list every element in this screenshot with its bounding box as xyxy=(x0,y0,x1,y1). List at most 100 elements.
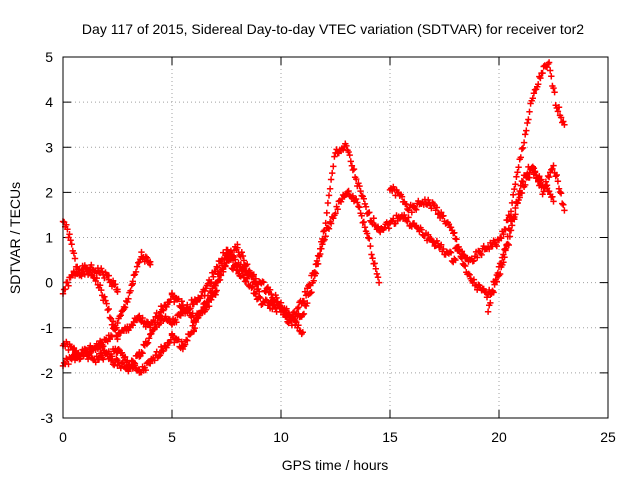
data-point xyxy=(66,231,73,238)
data-point xyxy=(106,314,114,321)
data-point xyxy=(451,255,458,262)
data-point xyxy=(322,219,329,227)
data-point xyxy=(299,311,306,318)
data-point xyxy=(458,248,466,255)
data-point xyxy=(100,356,107,363)
x-tick-label: 15 xyxy=(382,429,398,445)
data-point xyxy=(87,349,94,357)
data-point xyxy=(96,282,104,289)
data-point xyxy=(530,90,538,97)
data-point xyxy=(374,274,382,281)
data-point xyxy=(344,188,351,196)
data-point xyxy=(126,365,133,372)
data-point xyxy=(498,235,505,242)
data-point xyxy=(560,118,567,125)
data-point xyxy=(548,73,555,80)
data-point xyxy=(139,314,146,322)
data-point xyxy=(369,255,376,262)
data-point xyxy=(216,276,224,284)
data-point xyxy=(524,119,531,127)
data-point xyxy=(319,235,326,243)
data-point xyxy=(329,169,336,177)
data-point xyxy=(184,337,191,344)
data-point xyxy=(455,243,462,251)
data-point xyxy=(512,181,519,188)
data-point xyxy=(258,301,265,308)
data-point xyxy=(372,265,379,272)
data-point xyxy=(550,198,557,205)
data-point xyxy=(108,356,116,364)
data-point xyxy=(500,230,507,238)
data-point xyxy=(178,298,185,305)
data-point xyxy=(301,288,309,295)
data-point xyxy=(330,215,337,222)
data-point xyxy=(470,276,478,283)
data-point xyxy=(544,172,552,180)
data-point xyxy=(493,242,500,250)
data-point xyxy=(401,211,408,219)
data-point xyxy=(363,230,371,237)
data-point xyxy=(430,239,437,246)
data-point xyxy=(201,292,208,299)
data-point xyxy=(112,324,119,332)
data-point xyxy=(68,241,75,248)
data-point xyxy=(175,336,182,343)
data-point xyxy=(325,225,333,232)
data-point xyxy=(390,215,397,222)
data-point xyxy=(320,228,327,235)
data-point xyxy=(510,214,517,222)
data-point xyxy=(98,286,105,294)
data-point xyxy=(63,221,70,228)
data-point xyxy=(108,333,116,340)
data-point xyxy=(268,290,275,298)
data-point xyxy=(318,238,325,245)
grid-lines xyxy=(63,57,608,418)
data-point xyxy=(193,298,201,306)
data-point xyxy=(361,200,369,208)
data-point xyxy=(129,322,136,329)
data-point xyxy=(355,203,362,210)
data-point xyxy=(433,204,441,211)
data-point xyxy=(208,296,215,303)
data-point xyxy=(87,342,94,349)
y-tick-labels: -3 -2 -1 0 1 2 3 4 5 xyxy=(41,49,54,426)
data-point xyxy=(132,268,140,276)
data-point xyxy=(125,368,132,375)
data-point xyxy=(293,319,300,326)
data-point xyxy=(262,288,269,295)
data-point xyxy=(102,297,109,304)
data-point xyxy=(452,256,459,264)
data-point xyxy=(295,304,302,311)
data-point xyxy=(147,261,154,268)
data-point xyxy=(536,173,543,180)
data-point xyxy=(160,347,167,355)
data-point xyxy=(175,295,182,303)
data-point xyxy=(367,242,374,250)
x-tick-label: 5 xyxy=(168,429,176,445)
data-point xyxy=(551,89,558,96)
data-point xyxy=(239,252,247,260)
data-point xyxy=(60,359,68,367)
data-point xyxy=(371,260,378,267)
data-point xyxy=(547,67,554,74)
data-point xyxy=(107,332,115,339)
data-point xyxy=(525,116,532,123)
data-point xyxy=(438,209,445,216)
data-point xyxy=(181,341,189,348)
data-point xyxy=(93,274,100,282)
data-point xyxy=(163,344,170,351)
data-point xyxy=(127,287,134,294)
data-point xyxy=(545,59,553,66)
data-point xyxy=(168,330,176,337)
data-point xyxy=(334,206,341,213)
data-point xyxy=(350,165,358,173)
data-point xyxy=(232,256,239,263)
data-point xyxy=(101,293,108,300)
data-point xyxy=(112,281,119,288)
data-point xyxy=(109,318,117,325)
data-point xyxy=(508,222,516,229)
data-point xyxy=(155,352,163,360)
data-point xyxy=(151,357,158,364)
data-point xyxy=(358,212,365,219)
data-point xyxy=(294,305,301,312)
